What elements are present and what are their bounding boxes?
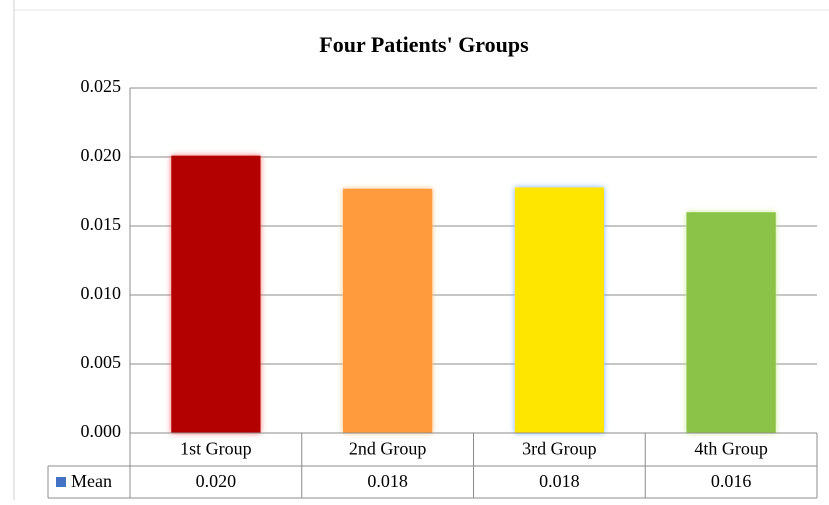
x-tick-label: 4th Group [694, 439, 768, 459]
y-tick-label: 0.015 [81, 214, 122, 234]
data-table-value: 0.016 [711, 471, 752, 491]
y-tick-label: 0.000 [81, 421, 122, 441]
legend-key [56, 477, 66, 487]
bar [686, 212, 776, 433]
data-table-value: 0.020 [196, 471, 237, 491]
x-tick-label: 2nd Group [349, 439, 427, 459]
legend-label: Mean [71, 471, 112, 491]
y-tick-label: 0.005 [81, 352, 122, 372]
y-tick-label: 0.025 [81, 76, 122, 96]
y-tick-label: 0.020 [81, 145, 122, 165]
x-tick-label: 3rd Group [522, 439, 597, 459]
data-table-value: 0.018 [367, 471, 408, 491]
bar [171, 155, 261, 433]
y-tick-label: 0.010 [81, 283, 122, 303]
data-table-value: 0.018 [539, 471, 580, 491]
bar [342, 188, 433, 433]
x-tick-label: 1st Group [180, 439, 252, 459]
chart-title: Four Patients' Groups [319, 32, 529, 57]
bar [514, 187, 605, 433]
